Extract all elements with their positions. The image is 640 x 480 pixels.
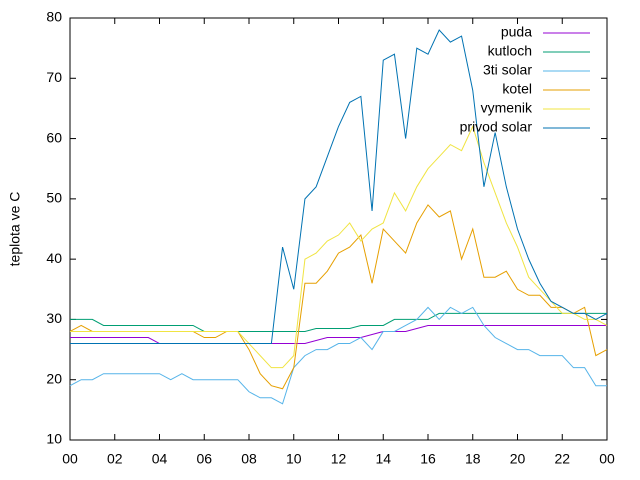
x-tick-label: 14: [375, 451, 391, 467]
series-line: [69, 204, 608, 390]
x-tick-label: 20: [510, 451, 526, 467]
x-tick-label: 08: [241, 451, 257, 467]
legend-label: puda: [501, 24, 532, 40]
x-tick-label: 16: [420, 451, 436, 467]
x-tick-label: 18: [465, 451, 481, 467]
series-line: [70, 312, 607, 332]
y-tick-label: 60: [46, 129, 62, 145]
x-tick-label: 06: [196, 451, 212, 467]
x-tick-label: 22: [554, 451, 570, 467]
y-tick-label: 80: [46, 9, 62, 25]
legend-label: 3ti solar: [483, 62, 532, 78]
y-tick-label: 30: [46, 310, 62, 326]
legend-label: vymenik: [481, 100, 533, 116]
series-line: [69, 306, 607, 405]
legend-label: privod solar: [460, 119, 533, 135]
y-tick-label: 10: [46, 431, 62, 447]
y-tick-label: 20: [46, 370, 62, 386]
x-tick-label: 04: [152, 451, 168, 467]
y-axis-label: teplota ve C: [7, 192, 23, 267]
x-tick-label: 00: [599, 451, 615, 467]
series-line: [70, 125, 608, 369]
y-tick-label: 70: [46, 69, 62, 85]
y-tick-label: 40: [46, 250, 62, 266]
legend-label: kotel: [502, 81, 532, 97]
x-tick-label: 12: [331, 451, 347, 467]
x-tick-label: 10: [286, 451, 302, 467]
series-line: [70, 29, 608, 345]
y-tick-label: 50: [46, 190, 62, 206]
x-tick-label: 02: [107, 451, 123, 467]
x-tick-label: 00: [62, 451, 78, 467]
legend-label: kutloch: [488, 43, 532, 59]
